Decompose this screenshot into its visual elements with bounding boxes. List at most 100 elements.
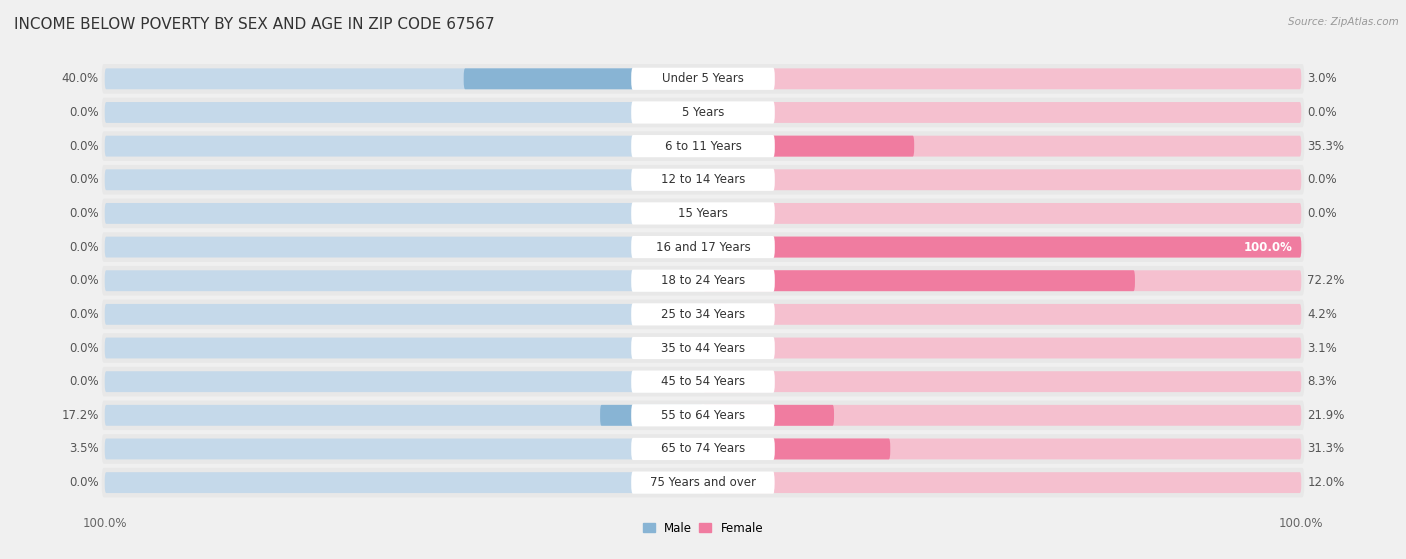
Text: 35.3%: 35.3%	[1308, 140, 1344, 153]
Text: 0.0%: 0.0%	[69, 106, 98, 119]
Text: 3.1%: 3.1%	[1308, 342, 1337, 354]
Text: INCOME BELOW POVERTY BY SEX AND AGE IN ZIP CODE 67567: INCOME BELOW POVERTY BY SEX AND AGE IN Z…	[14, 17, 495, 32]
FancyBboxPatch shape	[703, 68, 1302, 89]
Text: 100.0%: 100.0%	[1243, 240, 1292, 254]
Text: 15 Years: 15 Years	[678, 207, 728, 220]
FancyBboxPatch shape	[703, 338, 721, 358]
FancyBboxPatch shape	[703, 371, 752, 392]
Text: 75 Years and over: 75 Years and over	[650, 476, 756, 489]
FancyBboxPatch shape	[682, 438, 703, 459]
Text: 45 to 54 Years: 45 to 54 Years	[661, 375, 745, 388]
Text: 0.0%: 0.0%	[69, 476, 98, 489]
FancyBboxPatch shape	[101, 266, 1305, 296]
FancyBboxPatch shape	[703, 371, 1302, 392]
FancyBboxPatch shape	[104, 405, 703, 426]
FancyBboxPatch shape	[703, 304, 1302, 325]
Text: 5 Years: 5 Years	[682, 106, 724, 119]
Text: 72.2%: 72.2%	[1308, 274, 1344, 287]
FancyBboxPatch shape	[631, 471, 775, 494]
FancyBboxPatch shape	[104, 68, 703, 89]
Text: 12.0%: 12.0%	[1308, 476, 1344, 489]
FancyBboxPatch shape	[104, 136, 703, 157]
FancyBboxPatch shape	[104, 236, 703, 258]
FancyBboxPatch shape	[631, 68, 775, 90]
FancyBboxPatch shape	[101, 232, 1305, 262]
FancyBboxPatch shape	[703, 68, 721, 89]
Text: 0.0%: 0.0%	[69, 140, 98, 153]
Text: 21.9%: 21.9%	[1308, 409, 1344, 422]
FancyBboxPatch shape	[101, 468, 1305, 498]
FancyBboxPatch shape	[703, 271, 1302, 291]
FancyBboxPatch shape	[631, 404, 775, 427]
FancyBboxPatch shape	[631, 371, 775, 393]
Text: Source: ZipAtlas.com: Source: ZipAtlas.com	[1288, 17, 1399, 27]
Text: 35 to 44 Years: 35 to 44 Years	[661, 342, 745, 354]
FancyBboxPatch shape	[104, 371, 703, 392]
Text: 25 to 34 Years: 25 to 34 Years	[661, 308, 745, 321]
FancyBboxPatch shape	[703, 169, 1302, 190]
FancyBboxPatch shape	[703, 405, 1302, 426]
FancyBboxPatch shape	[101, 98, 1305, 127]
Text: 12 to 14 Years: 12 to 14 Years	[661, 173, 745, 186]
FancyBboxPatch shape	[703, 304, 728, 325]
FancyBboxPatch shape	[703, 136, 914, 157]
Text: 65 to 74 Years: 65 to 74 Years	[661, 443, 745, 456]
FancyBboxPatch shape	[104, 203, 703, 224]
Text: 0.0%: 0.0%	[1308, 207, 1337, 220]
Text: 0.0%: 0.0%	[69, 375, 98, 388]
FancyBboxPatch shape	[703, 102, 1302, 123]
FancyBboxPatch shape	[101, 300, 1305, 329]
FancyBboxPatch shape	[464, 68, 703, 89]
FancyBboxPatch shape	[600, 405, 703, 426]
FancyBboxPatch shape	[631, 236, 775, 258]
FancyBboxPatch shape	[631, 337, 775, 359]
Text: 3.0%: 3.0%	[1308, 72, 1337, 86]
FancyBboxPatch shape	[631, 101, 775, 124]
Text: 0.0%: 0.0%	[69, 308, 98, 321]
FancyBboxPatch shape	[101, 333, 1305, 363]
FancyBboxPatch shape	[104, 304, 703, 325]
Text: 0.0%: 0.0%	[69, 342, 98, 354]
Text: 0.0%: 0.0%	[69, 207, 98, 220]
FancyBboxPatch shape	[631, 304, 775, 325]
Text: Under 5 Years: Under 5 Years	[662, 72, 744, 86]
FancyBboxPatch shape	[631, 269, 775, 292]
FancyBboxPatch shape	[631, 438, 775, 460]
FancyBboxPatch shape	[104, 338, 703, 358]
FancyBboxPatch shape	[101, 400, 1305, 430]
Text: 8.3%: 8.3%	[1308, 375, 1337, 388]
FancyBboxPatch shape	[703, 472, 1302, 493]
Text: 17.2%: 17.2%	[62, 409, 98, 422]
FancyBboxPatch shape	[101, 131, 1305, 161]
FancyBboxPatch shape	[703, 236, 1302, 258]
Text: 16 and 17 Years: 16 and 17 Years	[655, 240, 751, 254]
Text: 55 to 64 Years: 55 to 64 Years	[661, 409, 745, 422]
Text: 31.3%: 31.3%	[1308, 443, 1344, 456]
Text: 4.2%: 4.2%	[1308, 308, 1337, 321]
FancyBboxPatch shape	[101, 198, 1305, 228]
FancyBboxPatch shape	[703, 271, 1135, 291]
FancyBboxPatch shape	[631, 169, 775, 191]
Text: 0.0%: 0.0%	[69, 274, 98, 287]
Text: 18 to 24 Years: 18 to 24 Years	[661, 274, 745, 287]
Text: 0.0%: 0.0%	[69, 240, 98, 254]
FancyBboxPatch shape	[703, 338, 1302, 358]
Text: 6 to 11 Years: 6 to 11 Years	[665, 140, 741, 153]
FancyBboxPatch shape	[104, 438, 703, 459]
FancyBboxPatch shape	[104, 102, 703, 123]
Text: 0.0%: 0.0%	[69, 173, 98, 186]
FancyBboxPatch shape	[101, 165, 1305, 195]
FancyBboxPatch shape	[703, 136, 1302, 157]
FancyBboxPatch shape	[703, 236, 1302, 258]
FancyBboxPatch shape	[101, 367, 1305, 396]
FancyBboxPatch shape	[703, 203, 1302, 224]
FancyBboxPatch shape	[101, 64, 1305, 93]
Text: 0.0%: 0.0%	[1308, 106, 1337, 119]
FancyBboxPatch shape	[104, 472, 703, 493]
FancyBboxPatch shape	[703, 472, 775, 493]
FancyBboxPatch shape	[703, 405, 834, 426]
FancyBboxPatch shape	[101, 434, 1305, 464]
FancyBboxPatch shape	[104, 169, 703, 190]
Text: 3.5%: 3.5%	[69, 443, 98, 456]
FancyBboxPatch shape	[631, 202, 775, 225]
